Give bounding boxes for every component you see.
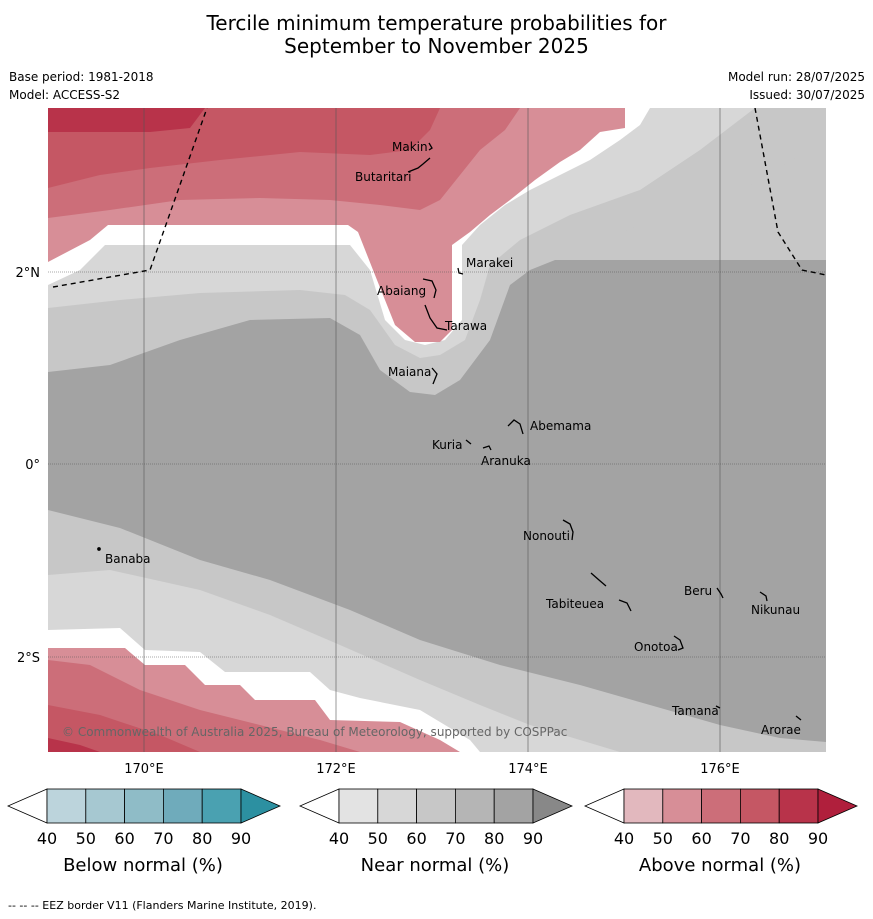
colorbar-above-tick: 40 xyxy=(614,829,634,848)
colorbar-below-tick: 60 xyxy=(114,829,134,848)
colorbar-below-tick: 50 xyxy=(76,829,96,848)
lat-label-equator: 0° xyxy=(25,458,40,473)
place-label-banaba: Banaba xyxy=(105,552,151,566)
colorbar-title-near: Near normal (%) xyxy=(361,855,510,876)
colorbar-below-segment-0 xyxy=(46,788,87,824)
lat-label-2n: 2°N xyxy=(16,266,41,281)
colorbar-above-tick: 70 xyxy=(730,829,750,848)
colorbar-below-segment-1 xyxy=(85,788,126,824)
place-label-maiana: Maiana xyxy=(388,365,431,379)
colorbar-below-max-arrow xyxy=(240,788,282,824)
place-label-abemama: Abemama xyxy=(530,419,591,433)
colorbar-above-tick: 50 xyxy=(653,829,673,848)
place-label-marakei: Marakei xyxy=(466,256,513,270)
colorbar-below-tick: 40 xyxy=(37,829,57,848)
island-outlines xyxy=(97,142,802,721)
place-label-nikunau: Nikunau xyxy=(751,603,800,617)
place-label-makin: Makin xyxy=(392,140,428,154)
latitude-labels: 2°N 0° 2°S xyxy=(16,266,41,666)
colorbar-above-tick: 90 xyxy=(808,829,828,848)
meta-left: Base period: 1981-2018 Model: ACCESS-S2 xyxy=(9,68,154,104)
colorbar-near-max-arrow xyxy=(532,788,574,824)
colorbar-near-segment-4 xyxy=(493,788,534,824)
colorbar-above-segment-2 xyxy=(701,788,741,824)
colorbar-title-above: Above normal (%) xyxy=(639,855,801,876)
title-line-2: September to November 2025 xyxy=(284,34,589,58)
colorbar-title-below: Below normal (%) xyxy=(63,855,223,876)
colorbar-near-tick: 60 xyxy=(406,829,426,848)
longitude-labels: 170°E 172°E 174°E 176°E xyxy=(124,762,740,777)
place-labels: Makin Butaritari Marakei Abaiang Tarawa … xyxy=(105,140,801,737)
place-label-arorae: Arorae xyxy=(761,723,801,737)
lat-label-2s: 2°S xyxy=(17,651,40,666)
colorbar-near-normal: Near normal (%) 40 50 60 70 80 90 xyxy=(298,788,574,876)
place-label-kuria: Kuria xyxy=(432,438,463,452)
lon-label-176e: 176°E xyxy=(700,762,740,777)
lon-label-172e: 172°E xyxy=(316,762,356,777)
colorbar-below-segment-2 xyxy=(124,788,164,824)
place-label-tamana: Tamana xyxy=(671,704,719,718)
graticule xyxy=(48,108,826,752)
probability-map: Makin Butaritari Marakei Abaiang Tarawa … xyxy=(48,108,826,752)
colorbar-above-tick: 60 xyxy=(691,829,711,848)
title-line-1: Tercile minimum temperature probabilitie… xyxy=(206,11,667,35)
colorbar-near-tick: 80 xyxy=(484,829,504,848)
model-name: Model: ACCESS-S2 xyxy=(9,88,121,102)
colorbar-near-tick: 70 xyxy=(445,829,465,848)
colorbar-below-segment-4 xyxy=(201,788,242,824)
colorbar-below-normal: Below normal (%) 40 50 60 70 80 90 xyxy=(6,788,282,876)
above-normal-70-south xyxy=(48,705,200,752)
place-label-tarawa: Tarawa xyxy=(444,319,487,333)
colorbar-above-normal: Above normal (%) 40 50 60 70 80 90 xyxy=(583,788,859,876)
colorbar-below-tick: 80 xyxy=(192,829,212,848)
meta-right: Model run: 28/07/2025 Issued: 30/07/2025 xyxy=(728,68,865,104)
colorbar-above-segment-0 xyxy=(623,788,664,824)
colorbar-below-tick: 70 xyxy=(153,829,173,848)
colorbar-below-min-arrow xyxy=(6,788,48,824)
colorbar-near-segment-3 xyxy=(454,788,495,824)
eez-footnote: -- -- -- EEZ border V11 (Flanders Marine… xyxy=(8,899,317,912)
colorbar-above-segment-3 xyxy=(739,788,780,824)
colorbar-near-tick: 50 xyxy=(368,829,388,848)
above-normal-80-90-north xyxy=(48,108,205,132)
lon-label-170e: 170°E xyxy=(124,762,164,777)
colorbar-above-tick: 80 xyxy=(769,829,789,848)
colorbar-near-segment-2 xyxy=(416,788,456,824)
colorbar-near-tick: 40 xyxy=(329,829,349,848)
map-title: Tercile minimum temperature probabilitie… xyxy=(0,12,873,58)
eez-border xyxy=(52,108,826,288)
colorbar-near-tick: 90 xyxy=(523,829,543,848)
colorbar-near-min-arrow xyxy=(298,788,340,824)
model-run: Model run: 28/07/2025 xyxy=(727,70,865,84)
place-label-tabiteuea: Tabiteuea xyxy=(545,597,604,611)
above-normal-80-south xyxy=(48,738,100,752)
place-label-aranuka: Aranuka xyxy=(481,454,531,468)
colorbar-near-segment-1 xyxy=(377,788,418,824)
colorbar-below-segment-3 xyxy=(162,788,203,824)
colorbar-near-segment-0 xyxy=(338,788,379,824)
issued-date: Issued: 30/07/2025 xyxy=(749,88,865,102)
place-label-onotoa: Onotoa xyxy=(634,640,678,654)
place-label-beru: Beru xyxy=(684,584,712,598)
lon-label-174e: 174°E xyxy=(508,762,548,777)
colorbar-below-tick: 90 xyxy=(231,829,251,848)
copyright-note: © Commonwealth of Australia 2025, Bureau… xyxy=(62,725,567,739)
place-label-abaiang: Abaiang xyxy=(377,284,426,298)
colorbar-above-max-arrow xyxy=(817,788,859,824)
base-period: Base period: 1981-2018 xyxy=(9,70,154,84)
colorbar-above-segment-1 xyxy=(662,788,703,824)
colorbar-above-min-arrow xyxy=(583,788,625,824)
colorbar-above-segment-4 xyxy=(778,788,819,824)
place-label-nonouti: Nonouti xyxy=(523,529,570,543)
place-label-butaritari: Butaritari xyxy=(355,170,412,184)
